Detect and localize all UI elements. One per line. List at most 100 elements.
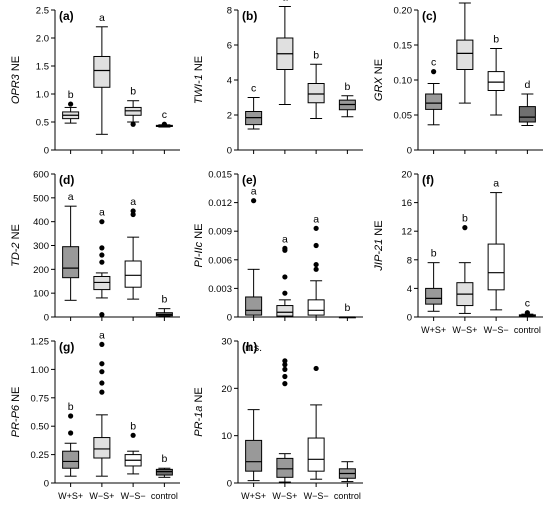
significance-letter: b xyxy=(493,34,499,46)
outlier-point xyxy=(99,219,105,225)
significance-letter: a xyxy=(251,186,257,198)
significance-letter: b xyxy=(130,86,136,98)
y-tick-label: 0.50 xyxy=(31,422,50,433)
y-axis-label: JIP-21 NE xyxy=(373,220,385,271)
box-1: c xyxy=(425,57,443,126)
outlier-point xyxy=(282,362,288,368)
box-1 xyxy=(245,409,263,482)
box-3: a xyxy=(124,196,142,300)
y-tick-label: 1.0 xyxy=(36,90,49,101)
panel-title: (g) xyxy=(59,340,74,354)
x-tick-label: control xyxy=(514,325,541,335)
panel-h: 0 10 20 30 W+S+ W−S+ W−S− control (h) PR-1a NE n.s… xyxy=(193,337,363,501)
y-tick-label: 1.25 xyxy=(31,337,50,348)
outlier-point xyxy=(68,413,74,419)
box-4: c xyxy=(155,109,173,128)
outlier-point xyxy=(282,290,288,296)
box-iqr xyxy=(276,457,294,478)
y-axis-label: PR-1a NE xyxy=(193,387,205,437)
y-tick-label: 4 xyxy=(407,284,412,295)
panel-g: 0 0.25 0.50 0.75 1.00 1.25 W+S+ W−S+ W−S− control… xyxy=(10,329,180,501)
significance-letter: a xyxy=(130,196,136,208)
panel-d: 0 100 200 300 400 500 600 (d) TD-2 NE a a a b xyxy=(10,170,180,324)
significance-letter: b xyxy=(130,420,136,432)
y-tick-label: 8 xyxy=(227,6,232,17)
outlier-point xyxy=(282,245,288,251)
y-tick-label: 100 xyxy=(33,289,49,300)
x-tick-label: W−S− xyxy=(121,491,146,501)
outlier-point xyxy=(68,101,74,107)
significance-letter: a xyxy=(68,191,74,203)
y-tick-label: 500 xyxy=(33,193,49,204)
y-tick-label: 0 xyxy=(227,479,232,490)
box-2: a xyxy=(93,329,111,477)
box-1: a xyxy=(62,191,80,301)
box-3: a xyxy=(487,178,505,311)
box-iqr xyxy=(93,55,111,88)
y-tick-label: 2.5 xyxy=(36,6,49,17)
y-tick-label: 0 xyxy=(407,146,412,157)
y-tick-label: 0 xyxy=(44,146,49,157)
box-2: a xyxy=(456,2,474,104)
outlier-point xyxy=(251,198,257,204)
y-tick-label: 0.006 xyxy=(208,255,232,266)
x-tick-label: W−S− xyxy=(304,491,329,501)
box-2: a xyxy=(93,12,111,135)
y-tick-label: 0.25 xyxy=(31,450,50,461)
box-4: b xyxy=(155,294,173,318)
box-3: b xyxy=(124,86,142,127)
y-tick-label: 0.75 xyxy=(31,393,50,404)
y-tick-label: 300 xyxy=(33,241,49,252)
box-iqr xyxy=(245,439,263,472)
x-tick-label: W+S+ xyxy=(241,491,266,501)
outlier-point xyxy=(99,380,105,386)
x-tick-label: W−S+ xyxy=(272,491,297,501)
y-axis-label: TWI-1 NE xyxy=(193,56,205,104)
box-4 xyxy=(338,461,356,483)
y-tick-label: 6 xyxy=(227,41,232,52)
x-tick-label: W−S+ xyxy=(89,491,114,501)
outlier-point xyxy=(282,373,288,380)
panel-title: (e) xyxy=(242,173,257,187)
panel-title: (h) xyxy=(242,340,257,354)
panel-title: (f) xyxy=(422,173,434,187)
y-tick-label: 0.10 xyxy=(394,76,413,87)
y-tick-label: 0.20 xyxy=(394,6,413,17)
outlier-point xyxy=(282,274,288,280)
box-iqr xyxy=(276,305,294,317)
panel-f: 0 4 8 12 16 20 W+S+ W−S+ W−S− control (f) JIP-21 NE… xyxy=(373,170,543,335)
outlier-point xyxy=(313,266,319,272)
significance-letter: c xyxy=(431,57,436,69)
outlier-point xyxy=(313,242,319,249)
x-tick-label: W−S+ xyxy=(452,325,477,335)
outlier-point xyxy=(130,211,136,218)
significance-letter: b xyxy=(313,49,319,61)
y-tick-label: 0.5 xyxy=(36,118,49,129)
significance-letter: b xyxy=(161,294,167,306)
panel-title: (c) xyxy=(422,9,437,23)
box-3: b xyxy=(307,49,325,119)
y-axis-label: TD-2 NE xyxy=(10,224,22,267)
y-tick-label: 30 xyxy=(221,337,232,348)
y-tick-label: 12 xyxy=(401,227,412,238)
y-axis-label: PR-P6 NE xyxy=(10,387,22,438)
y-axis-label: PI-IIc NE xyxy=(193,223,205,267)
outlier-point xyxy=(313,261,319,268)
y-tick-label: 0.15 xyxy=(394,41,413,52)
panel-title: (b) xyxy=(242,9,257,23)
box-2: b xyxy=(456,213,474,314)
box-iqr xyxy=(518,106,536,123)
panel-title: (d) xyxy=(59,173,74,187)
box-iqr xyxy=(245,296,263,316)
y-tick-label: 0 xyxy=(227,313,232,324)
outlier-point xyxy=(99,369,105,375)
x-tick-label: control xyxy=(334,491,361,501)
box-3 xyxy=(307,365,325,480)
significance-letter: b xyxy=(462,213,468,225)
outlier-point xyxy=(99,312,105,318)
y-tick-label: 0.009 xyxy=(208,227,232,238)
x-tick-label: W+S+ xyxy=(421,325,446,335)
outlier-point xyxy=(99,245,105,251)
y-tick-label: 2.0 xyxy=(36,34,49,45)
